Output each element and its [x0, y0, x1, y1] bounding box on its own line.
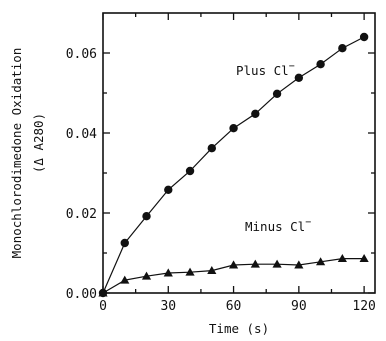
x-tick-label: 0 [99, 299, 107, 314]
data-point-minus-cl [294, 260, 304, 269]
axes [102, 12, 376, 294]
y-axis-label-line2: (Δ A280) [31, 113, 46, 173]
data-point-plus-cl [207, 144, 216, 153]
data-point-minus-cl [316, 257, 326, 266]
data-point-minus-cl [120, 275, 130, 284]
series-label-minus-cl-sup: − [305, 217, 311, 228]
data-point-minus-cl [337, 254, 347, 263]
data-point-minus-cl [228, 260, 239, 269]
data-point-plus-cl [164, 185, 173, 194]
data-point-plus-cl [316, 59, 325, 69]
data-point-plus-cl [185, 166, 195, 176]
x-tick-label: 60 [226, 299, 242, 314]
data-point-minus-cl [141, 271, 152, 280]
data-point-plus-cl [294, 73, 304, 83]
data-point-minus-cl [359, 254, 369, 263]
series-line-plus-cl [102, 36, 365, 294]
data-point-plus-cl [359, 32, 369, 42]
y-tick-label: 0.02 [66, 207, 97, 222]
x-tick-label: 30 [160, 299, 176, 314]
x-tick-label: 120 [352, 299, 375, 314]
series-label-plus-cl-main: Plus Cl [236, 63, 289, 78]
axis-ticks: 0 30 60 90 120 0.00 0.02 0.04 0.06 [66, 13, 376, 314]
y-tick-label: 0.04 [66, 127, 97, 142]
y-tick-label: 0.00 [66, 287, 97, 302]
data-point-minus-cl [250, 259, 260, 268]
series-group [98, 32, 369, 298]
data-point-minus-cl [163, 268, 173, 277]
y-tick-label: 0.06 [66, 47, 97, 62]
data-point-plus-cl [120, 238, 129, 248]
data-point-minus-cl [185, 267, 195, 276]
y-axis-label-line1: Monochlorodimedone Oxidation [9, 48, 24, 259]
data-point-minus-cl [98, 288, 108, 297]
data-point-plus-cl [338, 44, 347, 53]
data-point-plus-cl [142, 212, 151, 221]
data-point-plus-cl [229, 124, 238, 133]
series-label-minus-cl-main: Minus Cl [245, 219, 305, 234]
series-label-plus-cl: Plus Cl− [236, 61, 295, 78]
data-point-minus-cl [272, 259, 282, 268]
data-point-minus-cl [207, 266, 217, 275]
series-label-plus-cl-sup: − [289, 61, 295, 72]
x-tick-label: 90 [291, 299, 307, 314]
plot-frame [102, 12, 376, 294]
data-point-plus-cl [251, 109, 260, 119]
series-label-minus-cl: Minus Cl− [245, 217, 311, 234]
data-point-plus-cl [272, 89, 282, 99]
x-axis-label: Time (s) [209, 321, 269, 336]
